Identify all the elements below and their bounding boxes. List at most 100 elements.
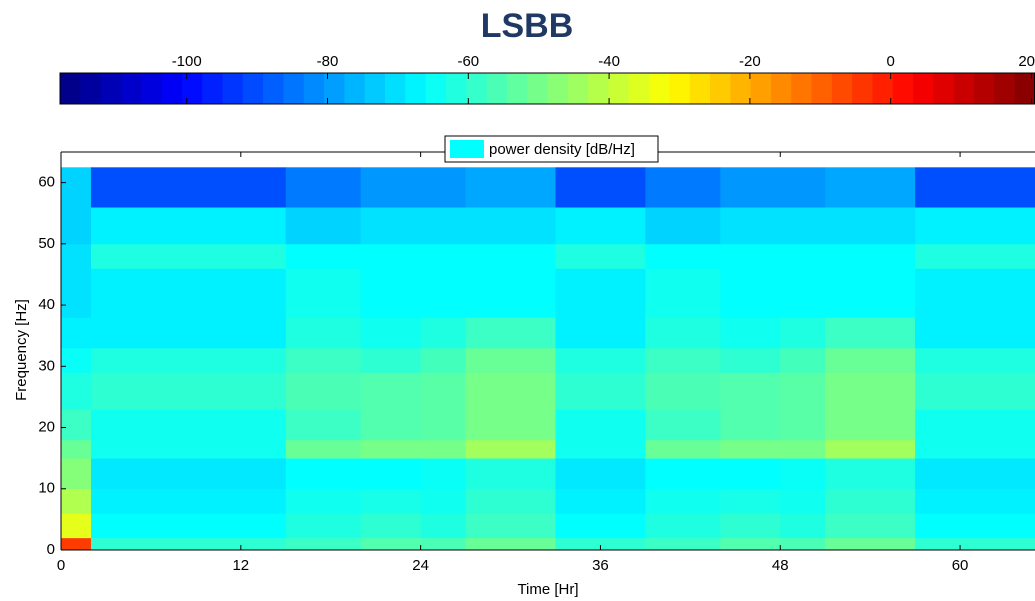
heatmap-cell [420,372,466,410]
heatmap-cell [825,207,916,245]
heatmap-cell [465,268,556,318]
heatmap-cell [420,207,466,245]
x-tick-label: 12 [232,557,249,574]
legend-label: power density [dB/Hz] [489,141,635,158]
heatmap-cell [915,488,1035,514]
heatmap-cell [465,513,556,539]
heatmap-cell [720,458,781,490]
heatmap-cell [645,347,721,373]
heatmap-cell [825,409,916,441]
heatmap-cell [555,409,646,441]
heatmap-cell [825,347,916,373]
heatmap-cell [90,268,287,318]
heatmap-cell [360,458,422,490]
x-tick-label: 24 [412,557,429,574]
colorbar-cell [161,73,183,104]
heatmap-cell [420,537,466,551]
heatmap-cell [555,372,646,410]
colorbar-cell [994,73,1016,104]
heatmap-cell [555,458,646,490]
colorbar-cell [913,73,934,104]
heatmap-cell [420,409,466,441]
heatmap-cell [825,268,916,318]
heatmap-cell [555,488,646,514]
heatmap-cell [780,439,826,459]
heatmap-cell [360,347,422,373]
heatmap-cell [420,317,466,349]
heatmap-cell [645,409,721,441]
colorbar-cell [608,73,630,104]
heatmap-cell [555,167,646,208]
heatmap-cell [465,537,556,551]
heatmap-cell [465,458,556,490]
heatmap-cell [465,207,556,245]
heatmap-cell [285,409,362,441]
x-tick-label: 48 [772,557,789,574]
colorbar-cell [263,73,284,104]
colorbar-cell [222,73,244,104]
heatmap-cell [90,537,287,551]
heatmap-cell [465,372,556,410]
colorbar-cell [588,73,609,104]
colorbar-cell [181,73,203,104]
heatmap-cell [420,347,466,373]
heatmap-cell [645,458,721,490]
heatmap-cell [645,439,721,459]
heatmap-cell [420,513,466,539]
heatmap-cell [285,167,362,208]
heatmap-cell [90,458,287,490]
heatmap-cell [720,488,781,514]
heatmap-cell [61,268,92,318]
colorbar-cell [649,73,670,104]
heatmap-cell [61,513,92,539]
colorbar-cell [425,73,447,104]
heatmap-cell [360,537,422,551]
heatmap-cell [360,167,422,208]
heatmap-cell [285,488,362,514]
x-axis-label: Time [Hr] [517,581,578,598]
heatmap-cell [360,439,422,459]
heatmap-cell [825,458,916,490]
heatmap-cell [90,317,287,349]
heatmap-cell [780,167,826,208]
heatmap-cell [360,243,422,269]
x-tick-label: 60 [952,557,969,574]
colorbar-cell [242,73,264,104]
heatmap-cell [285,243,362,269]
heatmap-cell [285,207,362,245]
heatmap-cell [61,347,92,373]
heatmap-cell [825,439,916,459]
heatmap-cell [645,207,721,245]
heatmap-cell [915,458,1035,490]
heatmap-cell [915,537,1035,551]
colorbar-cell [669,73,691,104]
heatmap-cell [90,513,287,539]
heatmap-cell [825,372,916,410]
heatmap-cell [61,488,92,514]
heatmap-cell [780,243,826,269]
heatmap-cell [360,268,422,318]
colorbar-cell [202,73,223,104]
heatmap-cell [555,439,646,459]
heatmap-cell [720,268,781,318]
heatmap-cell [420,439,466,459]
y-tick-label: 50 [38,235,55,252]
heatmap-cell [420,458,466,490]
colorbar-cell [120,73,142,104]
colorbar-cell [689,73,711,104]
heatmap-cell [720,439,781,459]
heatmap-cell [720,167,781,208]
heatmap-cell [61,439,92,459]
heatmap-cell [285,317,362,349]
heatmap-cell [420,167,466,208]
heatmap-cell [360,409,422,441]
colorbar-cell [344,73,366,104]
colorbar-tick-label: -100 [172,53,202,70]
heatmap-cell [780,268,826,318]
y-tick-label: 10 [38,480,55,497]
heatmap-cell [915,439,1035,459]
heatmap-cell [780,317,826,349]
colorbar-cell [953,73,975,104]
heatmap-cell [915,167,1035,208]
